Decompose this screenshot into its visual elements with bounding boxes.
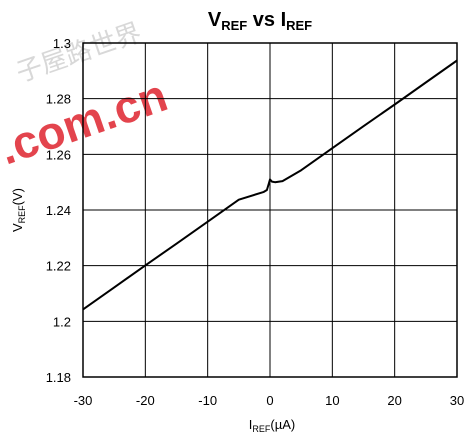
x-tick-labels: -30 -20 -10 0 10 20 30 [74,393,465,408]
x-tick-label: -30 [74,393,93,408]
title-right-sub: REF [286,18,312,33]
title-left-sub: REF [221,18,247,33]
y-tick-label: 1.18 [46,370,71,385]
x-axis-label-sub: REF [252,424,271,434]
x-tick-label: -10 [198,393,217,408]
plot-frame [82,42,458,378]
y-tick-label: 1.24 [46,203,71,218]
y-axis-label-main: V [10,223,25,232]
y-tick-label: 1.28 [46,92,71,107]
chart-title: VREF vs IREF [208,9,312,33]
y-axis-label-unit: (V) [10,188,25,205]
vref-series-line [82,59,458,311]
x-tick-label: 10 [325,393,339,408]
title-left-main: V [208,9,222,31]
x-tick-label: 20 [387,393,401,408]
x-axis-label-unit: (µA) [270,417,295,432]
y-tick-labels: 1.18 1.2 1.22 1.24 1.26 1.28 1.3 [46,36,71,385]
y-axis-label: VREF(V) [10,188,27,232]
x-axis-label: IREF(µA) [249,417,295,434]
title-right-main: I [281,9,287,31]
x-tick-label: 0 [266,393,273,408]
title-middle: vs [247,9,280,31]
y-tick-label: 1.3 [53,36,71,51]
y-tick-label: 1.26 [46,147,71,162]
x-tick-label: -20 [136,393,155,408]
watermark: .com.cn 子屋路世界 [0,18,174,175]
y-tick-label: 1.22 [46,259,71,274]
y-axis-label-sub: REF [17,205,27,224]
x-tick-label: 30 [450,393,464,408]
y-tick-label: 1.2 [53,314,71,329]
x-axis-label-main: I [249,417,253,432]
watermark-chars: 子屋路世界 [13,18,146,89]
plot-area [82,59,458,311]
